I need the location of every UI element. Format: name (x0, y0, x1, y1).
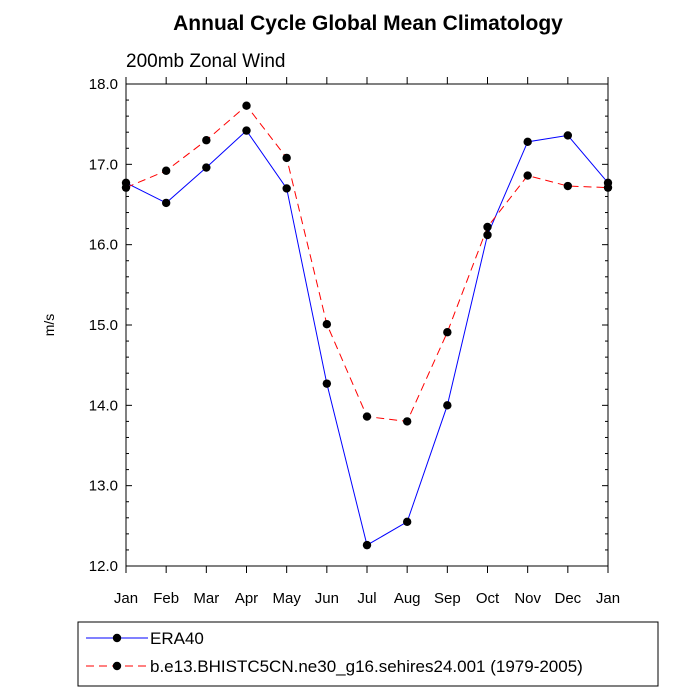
x-tick-label: Oct (476, 590, 500, 607)
data-point-era40 (523, 137, 532, 147)
x-tick-label: Mar (193, 590, 219, 607)
data-point-model (603, 183, 613, 192)
legend-box (77, 621, 659, 687)
data-point-model (362, 412, 372, 421)
legend-label-model: b.e13.BHISTC5CN.ne30_g16.sehires24.001 (… (150, 657, 583, 676)
x-tick-label: Dec (554, 590, 581, 607)
data-point-era40 (563, 131, 573, 140)
data-point-model (161, 166, 171, 175)
x-tick-label: Sep (434, 590, 461, 607)
data-point-era40 (402, 517, 412, 527)
series-line-model (125, 104, 609, 422)
data-point-era40 (362, 540, 372, 550)
data-point-model (402, 417, 412, 426)
y-tick-label: 16.0 (89, 237, 118, 254)
data-point-era40 (483, 230, 492, 240)
data-point-model (483, 222, 492, 232)
x-tick-label: Aug (394, 590, 421, 607)
y-axis-label: m/s (41, 314, 57, 337)
data-point-model (242, 101, 251, 110)
y-tick-label: 12.0 (89, 558, 118, 575)
data-point-model (202, 136, 211, 145)
legend: ERA40 b.e13.BHISTC5CN.ne30_g16.sehires24… (77, 621, 659, 687)
data-point-model (282, 153, 291, 163)
data-point-era40 (322, 379, 332, 388)
x-tick-label: Nov (514, 590, 541, 607)
y-tick-label: 18.0 (89, 76, 118, 93)
data-point-model (563, 181, 573, 191)
y-tick-label: 17.0 (89, 156, 118, 173)
x-tick-label: Apr (235, 590, 258, 607)
x-tick-label: Jan (114, 590, 138, 607)
y-tick-label: 14.0 (89, 397, 118, 414)
x-tick-label: May (272, 590, 301, 607)
plot-area: 12.0 13.0 14.0 15.0 16.0 17.0 18.0 Jan Feb Mar Apr… (89, 76, 620, 607)
plot-frame (125, 83, 609, 567)
data-point-model (443, 328, 452, 337)
chart-subtitle: 200mb Zonal Wind (126, 51, 285, 72)
x-tick-label: Jun (315, 590, 339, 607)
data-point-model (322, 319, 332, 329)
data-point-model (523, 171, 532, 180)
data-point-era40 (161, 198, 171, 208)
legend-marker-model (112, 661, 122, 671)
chart-title: Annual Cycle Global Mean Climatology (173, 12, 563, 35)
x-tick-label: Feb (153, 590, 179, 607)
data-point-era40 (282, 184, 291, 193)
x-tick-label: Jul (357, 590, 376, 607)
x-tick-label: Jan (596, 590, 620, 607)
data-point-model (121, 183, 131, 192)
series-line-era40 (125, 129, 609, 546)
data-point-era40 (202, 163, 211, 172)
y-tick-label: 15.0 (89, 317, 118, 334)
data-point-era40 (242, 126, 251, 135)
legend-marker-era40 (112, 633, 122, 643)
data-point-era40 (443, 401, 452, 410)
y-tick-label: 13.0 (89, 478, 118, 495)
legend-label-era40: ERA40 (150, 629, 204, 648)
